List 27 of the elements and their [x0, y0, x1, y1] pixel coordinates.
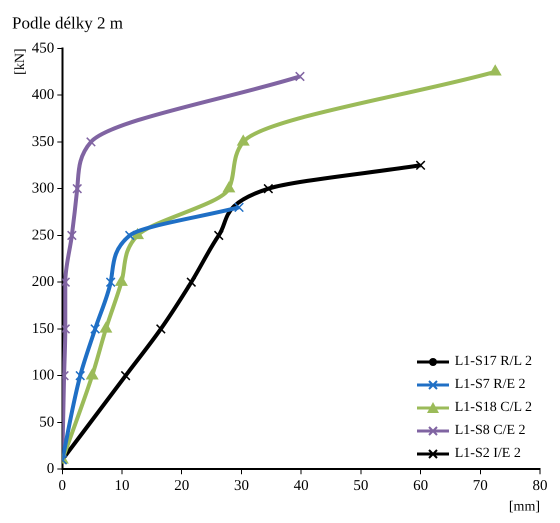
x-tick-label: 20: [174, 478, 190, 494]
x-tick-label: 70: [472, 478, 488, 494]
x-tick-label: 0: [58, 478, 66, 494]
y-tick-label: 400: [32, 87, 54, 104]
y-tick-label: 150: [32, 320, 54, 337]
y-tick-label: 100: [32, 368, 54, 384]
y-tick-label: 300: [32, 180, 54, 197]
legend-label: L1-S17 R/L 2: [454, 354, 532, 370]
y-axis-title: [kN]: [13, 48, 28, 75]
y-tick-label: 450: [32, 40, 54, 56]
y-tick-label: 200: [32, 274, 54, 290]
y-tick-label: 350: [32, 134, 54, 150]
x-tick-label: 10: [114, 478, 130, 494]
legend-label: L1-S8 C/E 2: [454, 422, 526, 438]
x-tick-label: 80: [532, 478, 548, 494]
chart-title: Podle délky 2 m: [12, 14, 123, 33]
x-tick-label: 30: [234, 478, 249, 494]
x-tick-label: 60: [413, 478, 428, 494]
legend-label: L1-S2 I/E 2: [454, 446, 521, 462]
y-tick-label: 0: [46, 461, 54, 478]
legend-label: L1-S18 C/L 2: [454, 400, 532, 416]
y-tick-label: 250: [32, 227, 54, 244]
legend-label: L1-S7 R/E 2: [454, 376, 526, 392]
x-tick-label: 40: [294, 478, 309, 494]
y-tick-label: 50: [39, 414, 54, 430]
x-axis-title: [mm]: [508, 499, 540, 514]
x-tick-label: 50: [353, 478, 368, 494]
